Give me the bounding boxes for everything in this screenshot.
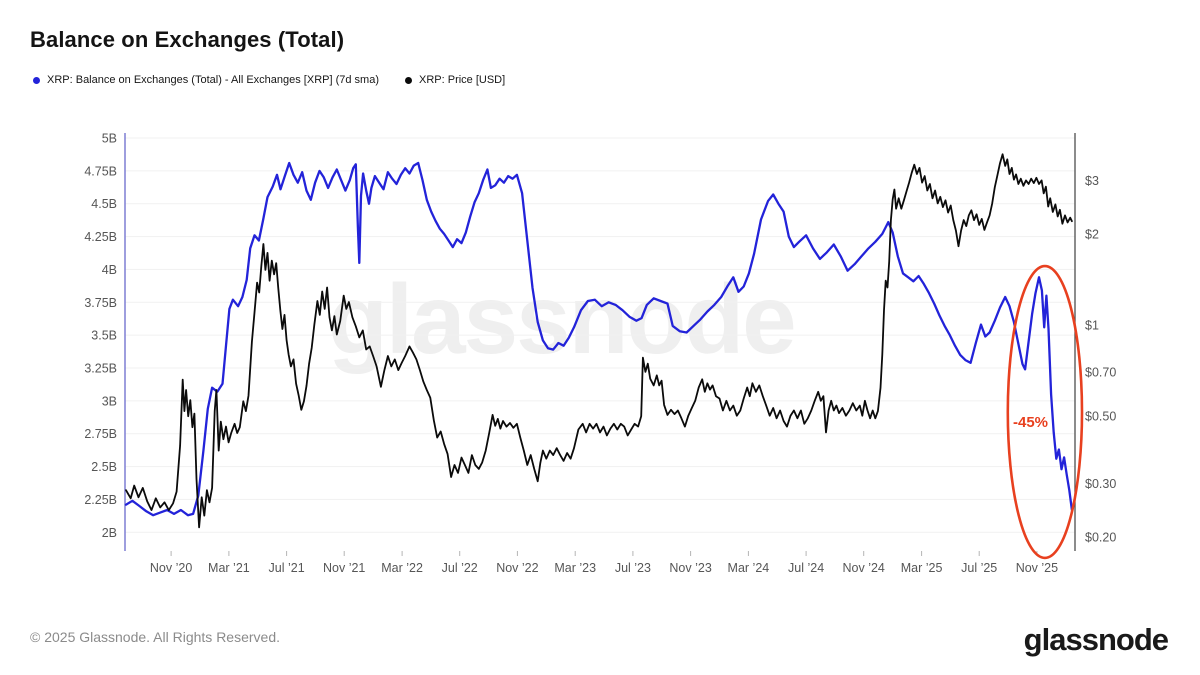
x-axis-tick-label: Mar ’23 — [554, 561, 596, 575]
x-axis-tick-label: Mar ’22 — [381, 561, 423, 575]
y-left-tick-label: 5B — [102, 132, 117, 146]
y-left-tick-label: 4.25B — [84, 230, 117, 244]
legend-item-balance[interactable]: XRP: Balance on Exchanges (Total) - All … — [33, 74, 379, 86]
x-axis-tick-label: Nov ’23 — [669, 561, 711, 575]
y-left-tick-label: 3.25B — [84, 362, 117, 376]
y-right-tick-label: $0.20 — [1085, 530, 1116, 544]
y-left-tick-label: 3.75B — [84, 296, 117, 310]
x-axis-tick-label: Jul ’23 — [615, 561, 651, 575]
legend-label-balance: XRP: Balance on Exchanges (Total) - All … — [47, 74, 379, 86]
legend-dot-blue-icon — [33, 76, 40, 84]
x-axis-tick-label: Nov ’24 — [843, 561, 885, 575]
y-left-tick-label: 4.5B — [91, 197, 117, 211]
x-axis-tick-label: Jul ’21 — [269, 561, 305, 575]
y-left-tick-label: 2B — [102, 526, 117, 540]
page-title: Balance on Exchanges (Total) — [30, 27, 345, 52]
y-left-tick-label: 4.75B — [84, 164, 117, 178]
y-right-tick-label: $3 — [1085, 174, 1099, 188]
x-axis-tick-label: Mar ’25 — [901, 561, 943, 575]
x-axis-tick-label: Jul ’22 — [442, 561, 478, 575]
x-axis-tick-label: Jul ’25 — [961, 561, 997, 575]
copyright-text: © 2025 Glassnode. All Rights Reserved. — [30, 629, 281, 645]
y-left-tick-label: 3B — [102, 394, 117, 408]
y-left-tick-label: 2.25B — [84, 493, 117, 507]
y-left-tick-label: 2.5B — [91, 460, 117, 474]
legend-item-price[interactable]: XRP: Price [USD] — [405, 74, 505, 86]
y-right-tick-label: $0.50 — [1085, 410, 1116, 424]
y-right-tick-label: $1 — [1085, 319, 1099, 333]
y-left-tick-label: 3.5B — [91, 329, 117, 343]
y-right-tick-label: $0.70 — [1085, 365, 1116, 379]
annotation-label: -45% — [1013, 414, 1048, 431]
x-axis-tick-label: Mar ’21 — [208, 561, 250, 575]
glassnode-watermark: glassnode — [328, 264, 797, 374]
y-left-tick-label: 4B — [102, 263, 117, 277]
price-series-line — [125, 153, 1073, 529]
x-axis-tick-label: Nov ’22 — [496, 561, 538, 575]
legend-label-price: XRP: Price [USD] — [419, 74, 506, 86]
legend-dot-black-icon — [405, 76, 412, 84]
y-right-tick-label: $2 — [1085, 227, 1099, 241]
annotation-ellipse — [1006, 264, 1084, 560]
y-right-tick-label: $0.30 — [1085, 477, 1116, 491]
x-axis-tick-label: Nov ’21 — [323, 561, 365, 575]
glassnode-logo: glassnode — [1023, 622, 1169, 657]
y-left-tick-label: 2.75B — [84, 427, 117, 441]
x-axis-tick-label: Nov ’25 — [1016, 561, 1058, 575]
x-axis-tick-label: Mar ’24 — [728, 561, 770, 575]
chart-legend: XRP: Balance on Exchanges (Total) - All … — [33, 74, 505, 86]
balance-series-line — [124, 161, 1074, 517]
x-axis-tick-label: Jul ’24 — [788, 561, 824, 575]
x-axis-tick-label: Nov ’20 — [150, 561, 192, 575]
